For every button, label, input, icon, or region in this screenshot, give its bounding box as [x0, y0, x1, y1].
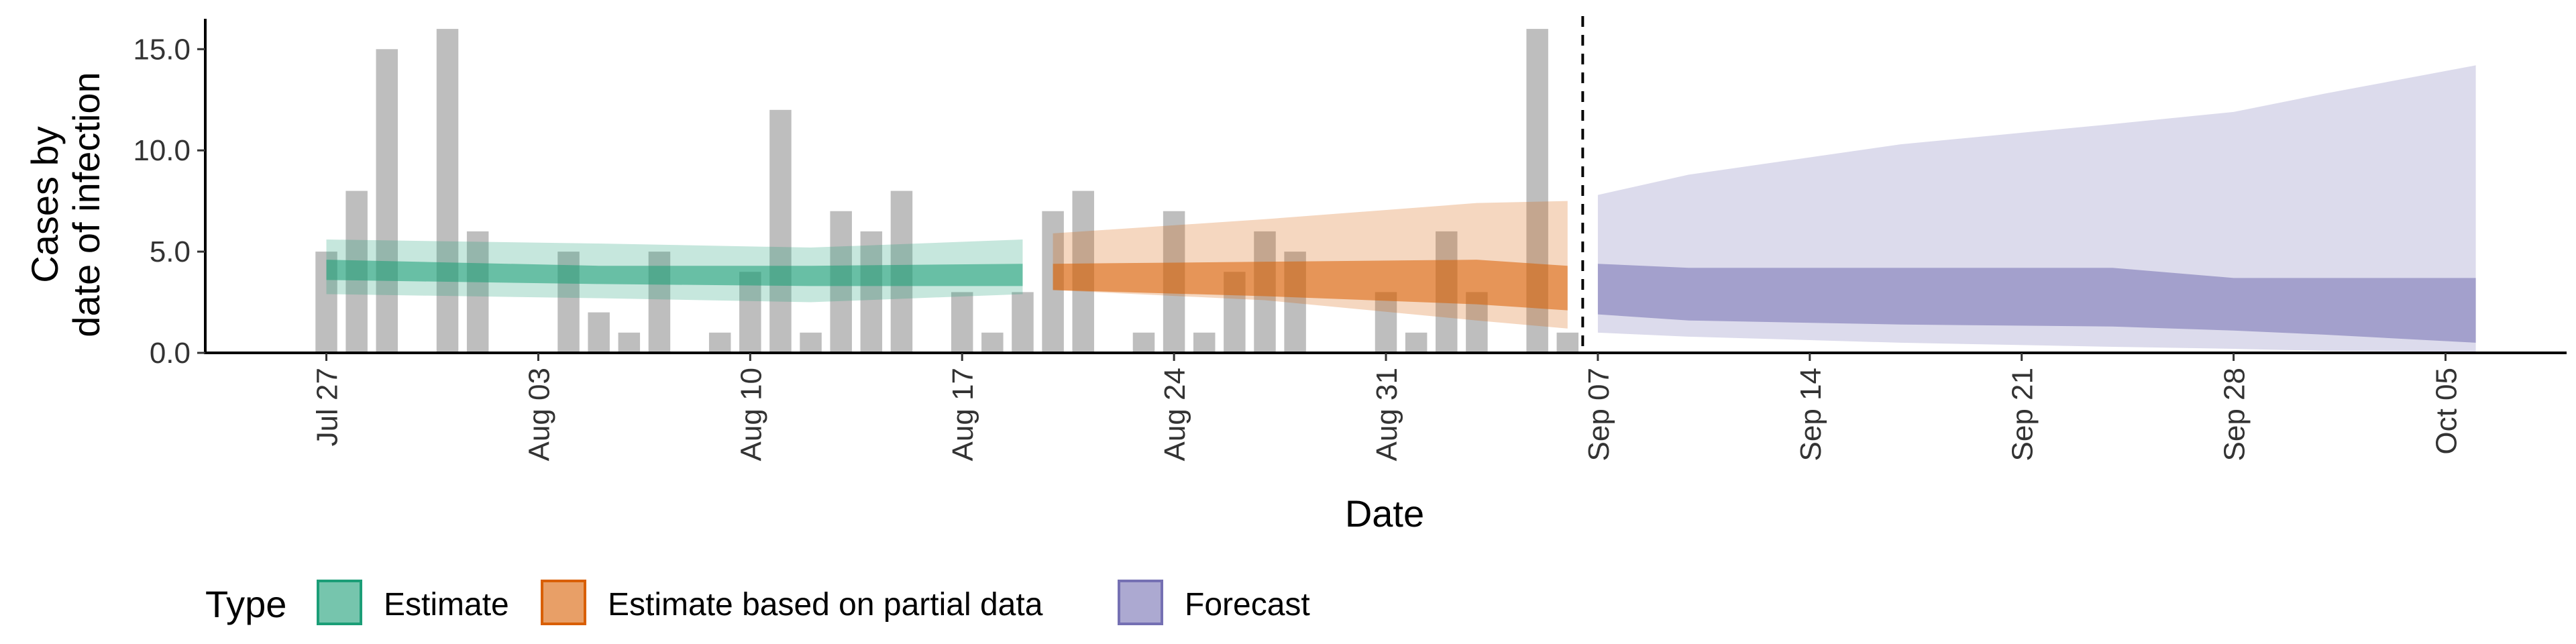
y-tick-label: 10.0 — [133, 134, 191, 167]
x-tick-label: Aug 24 — [1159, 368, 1191, 461]
y-tick-label: 15.0 — [133, 33, 191, 66]
reported-case-bar-2021-09-01 — [1405, 332, 1428, 353]
reported-case-bar-2021-08-12 — [800, 332, 822, 353]
x-tick-label: Jul 27 — [311, 368, 344, 446]
x-tick-label: Sep 28 — [2218, 368, 2251, 461]
reported-case-bar-2021-08-05 — [588, 312, 610, 353]
x-tick-label: Sep 14 — [1794, 368, 1827, 461]
reported-case-bar-2021-08-19 — [1012, 292, 1034, 353]
legend-item-forecast: Forecast — [1118, 580, 1310, 625]
reported-case-bar-2021-07-31 — [436, 29, 459, 353]
y-tick-label: 0.0 — [150, 337, 191, 370]
reported-case-bar-2021-08-18 — [981, 332, 1004, 353]
legend-label-forecast: Forecast — [1185, 587, 1310, 623]
reported-case-bar-2021-08-11 — [769, 109, 792, 353]
x-axis-ticks: Jul 27 Aug 03 Aug 10 Aug 17 Aug 24 Aug 31 Sep … — [311, 353, 2463, 461]
reported-case-bar-2021-08-09 — [708, 332, 731, 353]
band-inner-forecast — [1597, 264, 2476, 343]
legend-key-forecast — [1118, 580, 1163, 625]
legend-title: Type — [205, 583, 286, 625]
legend-key-partial — [541, 580, 586, 625]
legend-item-estimate: Estimate — [317, 580, 509, 625]
x-tick-label: Aug 17 — [947, 368, 979, 461]
x-tick-label: Sep 07 — [1582, 368, 1615, 461]
y-axis-ticks: 0.0 5.0 10.0 15.0 — [133, 33, 205, 370]
y-axis-title-line-1: Cases by — [23, 126, 66, 282]
x-tick-label: Oct 05 — [2430, 368, 2463, 455]
reported-case-bar-2021-08-01 — [466, 231, 489, 353]
band-inner-estimate — [326, 260, 1023, 286]
reported-case-bar-2021-08-25 — [1193, 332, 1216, 353]
y-axis-title-line-2: date of infection — [65, 72, 107, 337]
legend-label-estimate: Estimate — [384, 587, 509, 623]
estimate-bands — [326, 65, 2476, 352]
reported-case-bar-2021-09-06 — [1556, 332, 1579, 353]
reported-case-bar-2021-08-17 — [951, 292, 973, 353]
reported-case-bar-2021-08-31 — [1375, 292, 1397, 353]
x-tick-label: Aug 03 — [523, 368, 555, 461]
reported-case-bar-2021-08-23 — [1132, 332, 1155, 353]
legend-item-partial: Estimate based on partial data — [541, 580, 1043, 625]
reported-case-bar-2021-07-29 — [376, 49, 398, 353]
x-tick-label: Aug 31 — [1371, 368, 1403, 461]
x-tick-label: Sep 21 — [2006, 368, 2039, 461]
y-tick-label: 5.0 — [150, 235, 191, 268]
reported-case-bar-2021-08-06 — [618, 332, 641, 353]
legend-label-partial: Estimate based on partial data — [608, 587, 1043, 623]
x-tick-label: Aug 10 — [735, 368, 767, 461]
band-inner-partial — [1053, 260, 1568, 311]
reported-case-bar-2021-08-14 — [860, 231, 883, 353]
legend-key-estimate — [317, 580, 362, 625]
legend: Type Estimate Estimate based on partial … — [205, 580, 1310, 625]
x-axis-title: Date — [1345, 492, 1424, 535]
